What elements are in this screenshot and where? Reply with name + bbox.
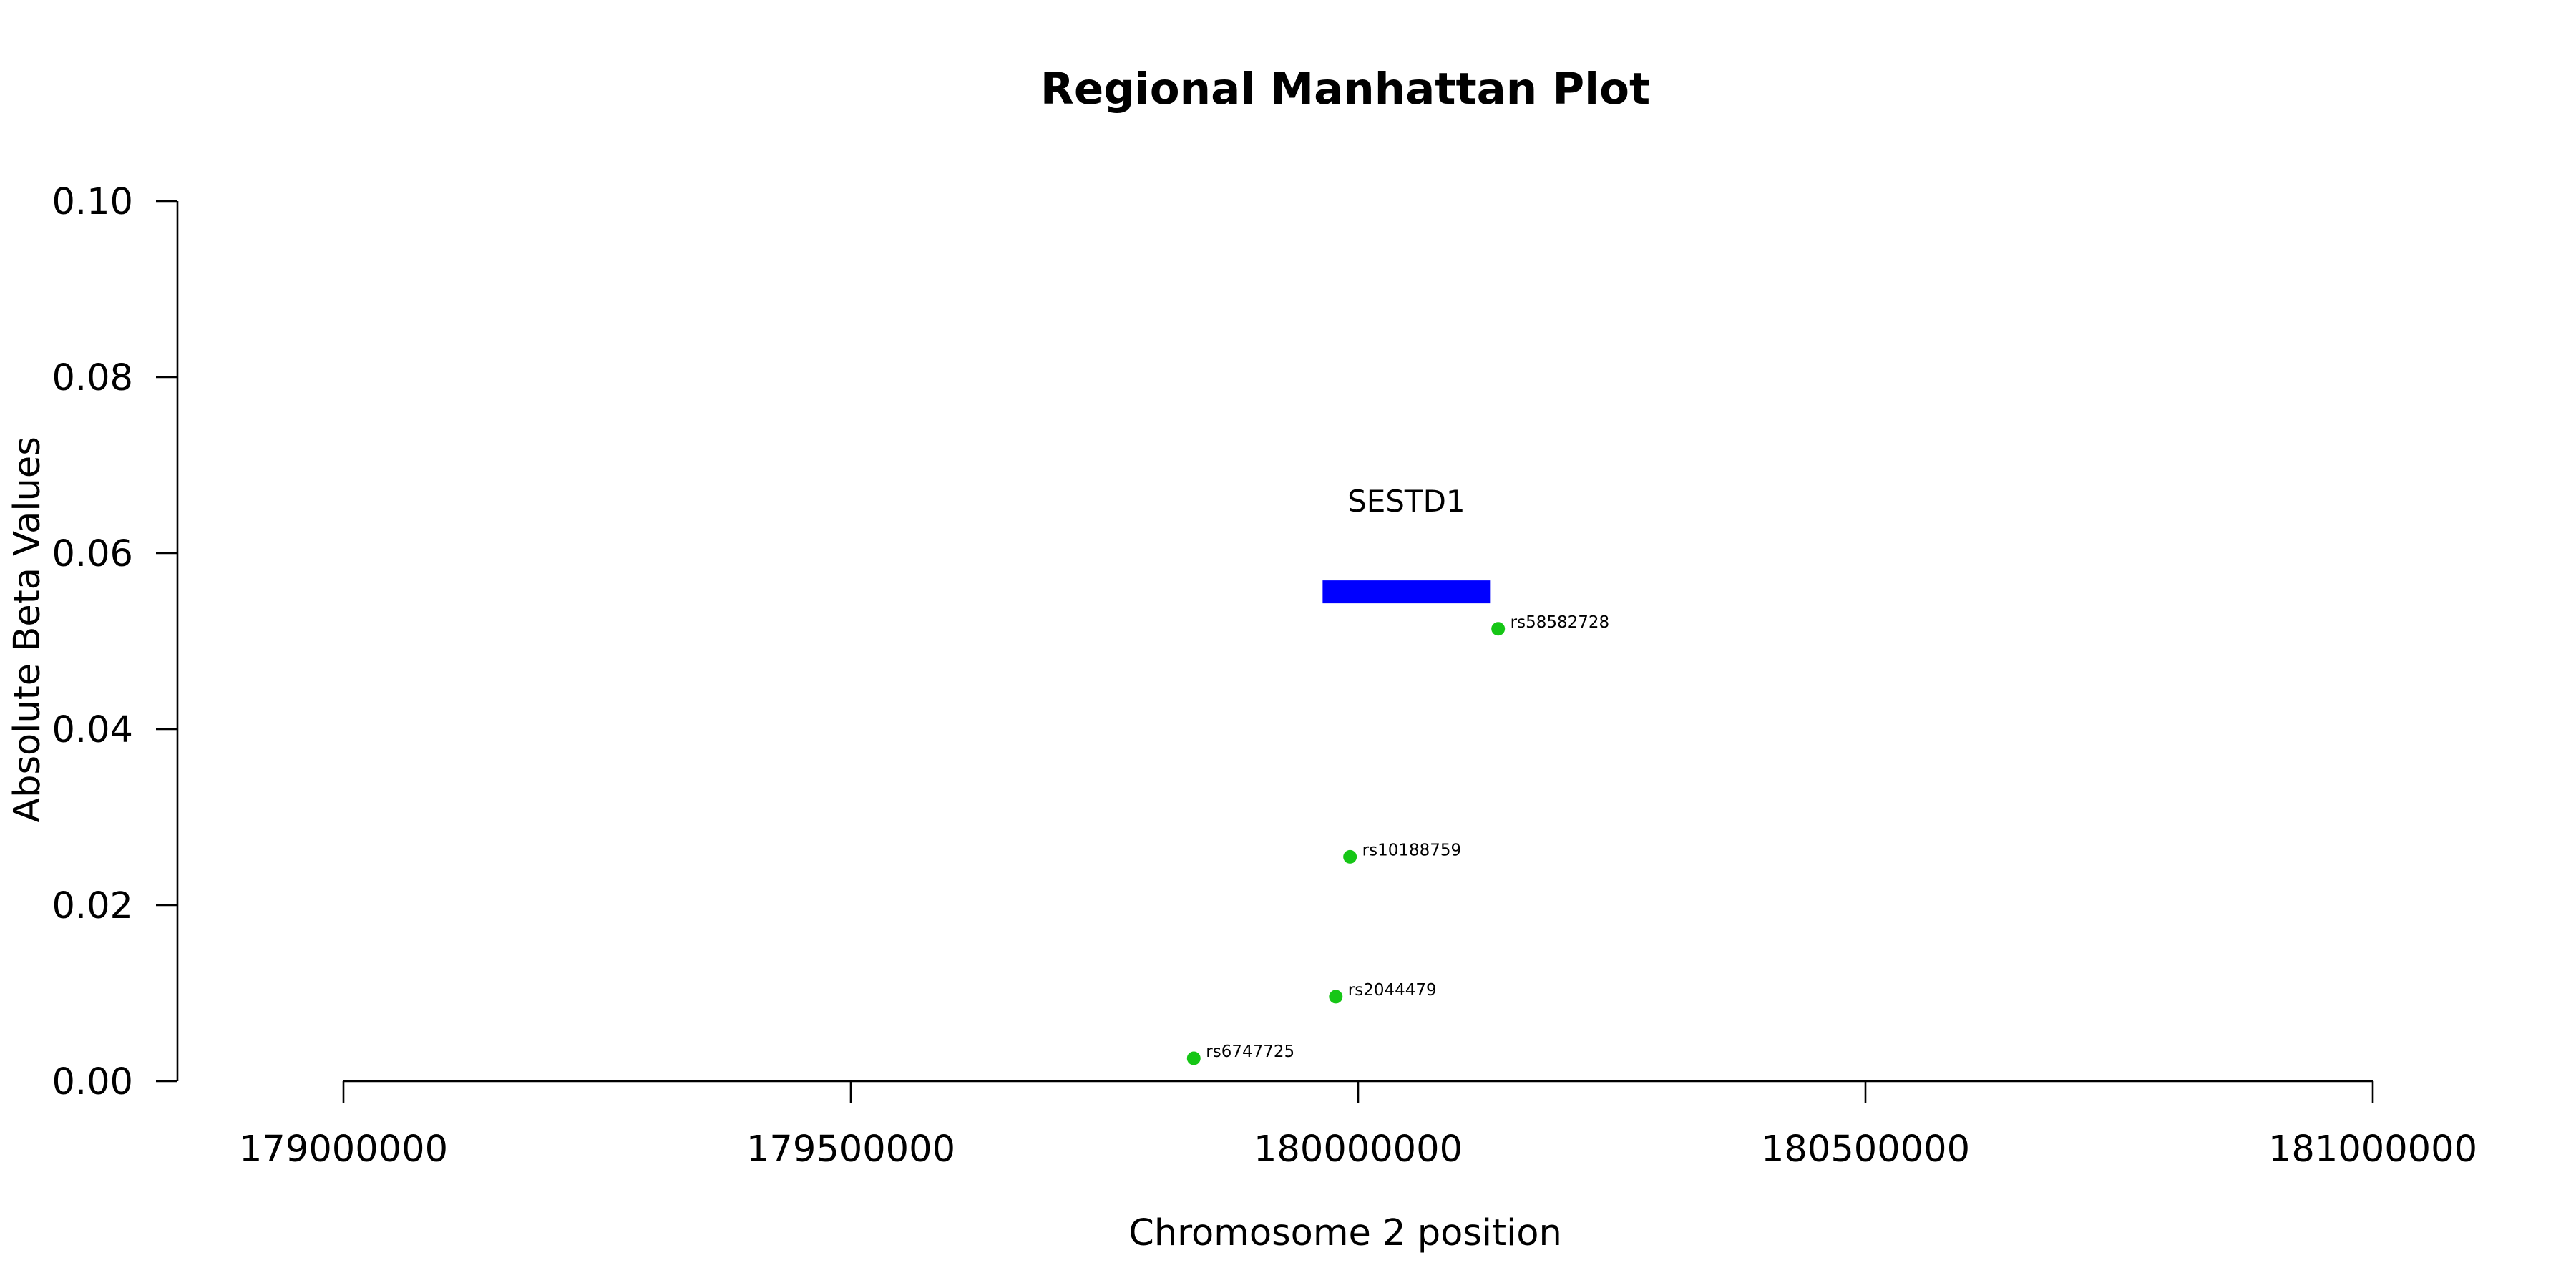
points-layer: rs58582728 rs10188759 rs2044479 rs6747725 [1186,613,1610,1065]
gene-label: SESTD1 [1347,484,1465,519]
y-tick-label: 0.06 [52,533,133,575]
snp-point [1491,622,1506,636]
y-tick-label: 0.02 [52,885,133,927]
x-axis-label: Chromosome 2 position [1128,1212,1562,1254]
y-axis-label: Absolute Beta Values [6,436,49,823]
x-tick-label: 180500000 [1761,1128,1970,1171]
axes: 0.00 0.02 0.04 0.06 0.08 0.10 179000000 179500… [52,181,2477,1171]
x-tick-label: 179500000 [746,1128,955,1171]
y-axis-ticks: 0.00 0.02 0.04 0.06 0.08 0.10 [52,181,177,1103]
gene-layer: SESTD1 [1322,484,1491,604]
y-tick-label: 0.00 [52,1061,133,1103]
gene-bar [1322,580,1491,604]
y-tick-label: 0.04 [52,709,133,751]
snp-point-label: rs10188759 [1362,841,1462,859]
x-tick-label: 180000000 [1254,1128,1463,1171]
x-tick-label: 181000000 [2268,1128,2477,1171]
x-tick-label: 179000000 [239,1128,448,1171]
snp-point [1343,849,1357,864]
snp-point-label: rs2044479 [1348,981,1437,1000]
chart-title: Regional Manhattan Plot [1040,64,1650,114]
snp-point-label: rs6747725 [1206,1043,1294,1061]
snp-point [1186,1051,1201,1065]
snp-point-label: rs58582728 [1511,613,1610,632]
y-tick-label: 0.08 [52,357,133,399]
snp-point [1329,990,1343,1004]
y-tick-label: 0.10 [52,181,133,223]
x-axis-ticks: 179000000 179500000 180000000 180500000 1810… [239,1081,2477,1171]
